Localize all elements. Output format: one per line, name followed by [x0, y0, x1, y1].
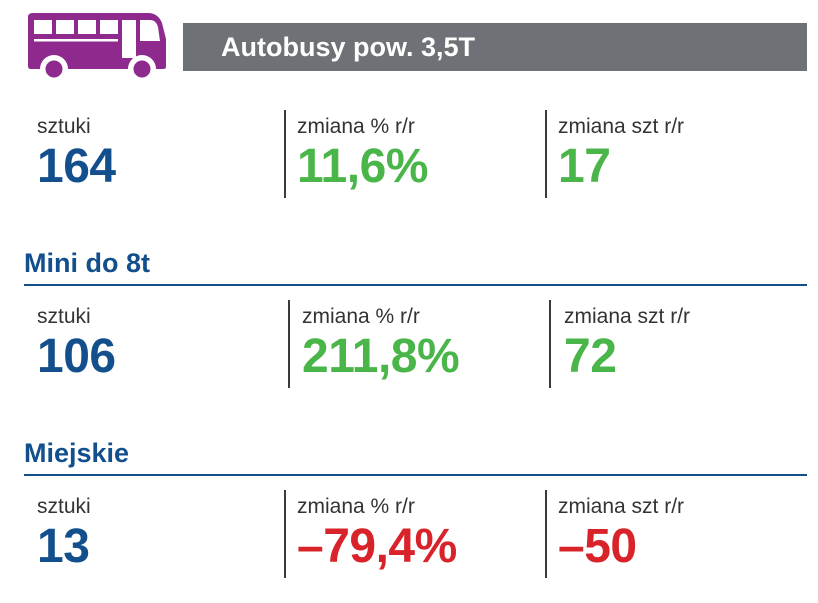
stat-units-change: zmiana szt r/r 17: [558, 115, 684, 195]
stat-value: –50: [558, 520, 637, 573]
stat-units: sztuki 164: [37, 115, 116, 195]
stat-label: zmiana % r/r: [297, 495, 415, 518]
bus-icon: [28, 13, 166, 81]
section-title-mini: Mini do 8t: [24, 248, 150, 278]
stat-units: sztuki 13: [37, 495, 91, 575]
stat-units: sztuki 106: [37, 305, 116, 385]
section-rule: [24, 284, 807, 286]
stat-label: sztuki: [37, 495, 91, 518]
divider: [545, 110, 547, 198]
header-bar: Autobusy pow. 3,5T: [183, 23, 807, 71]
divider: [545, 490, 547, 578]
stat-value: 211,8%: [302, 330, 460, 383]
stat-value: 17: [558, 140, 611, 193]
stat-percent-change: zmiana % r/r 211,8%: [302, 305, 460, 385]
stat-value: –79,4%: [297, 520, 457, 573]
stat-value: 164: [37, 140, 116, 193]
stat-label: zmiana szt r/r: [564, 305, 691, 328]
stat-value: 11,6%: [297, 140, 428, 193]
stat-label: zmiana % r/r: [297, 115, 415, 138]
stat-label: sztuki: [37, 305, 91, 328]
stat-label: zmiana szt r/r: [558, 115, 685, 138]
divider: [284, 110, 286, 198]
page-title: Autobusy pow. 3,5T: [221, 32, 476, 62]
stat-value: 13: [37, 520, 90, 573]
stat-value: 72: [564, 330, 617, 383]
section-rule: [24, 474, 807, 476]
divider: [284, 490, 286, 578]
stat-label: zmiana % r/r: [302, 305, 420, 328]
stat-percent-change: zmiana % r/r 11,6%: [297, 115, 428, 195]
stat-units-change: zmiana szt r/r –50: [558, 495, 684, 575]
stat-value: 106: [37, 330, 116, 383]
divider: [288, 300, 290, 388]
stat-percent-change: zmiana % r/r –79,4%: [297, 495, 457, 575]
stat-label: zmiana szt r/r: [558, 495, 685, 518]
stat-units-change: zmiana szt r/r 72: [564, 305, 690, 385]
section-title-city: Miejskie: [24, 438, 130, 468]
stat-label: sztuki: [37, 115, 91, 138]
divider: [549, 300, 551, 388]
